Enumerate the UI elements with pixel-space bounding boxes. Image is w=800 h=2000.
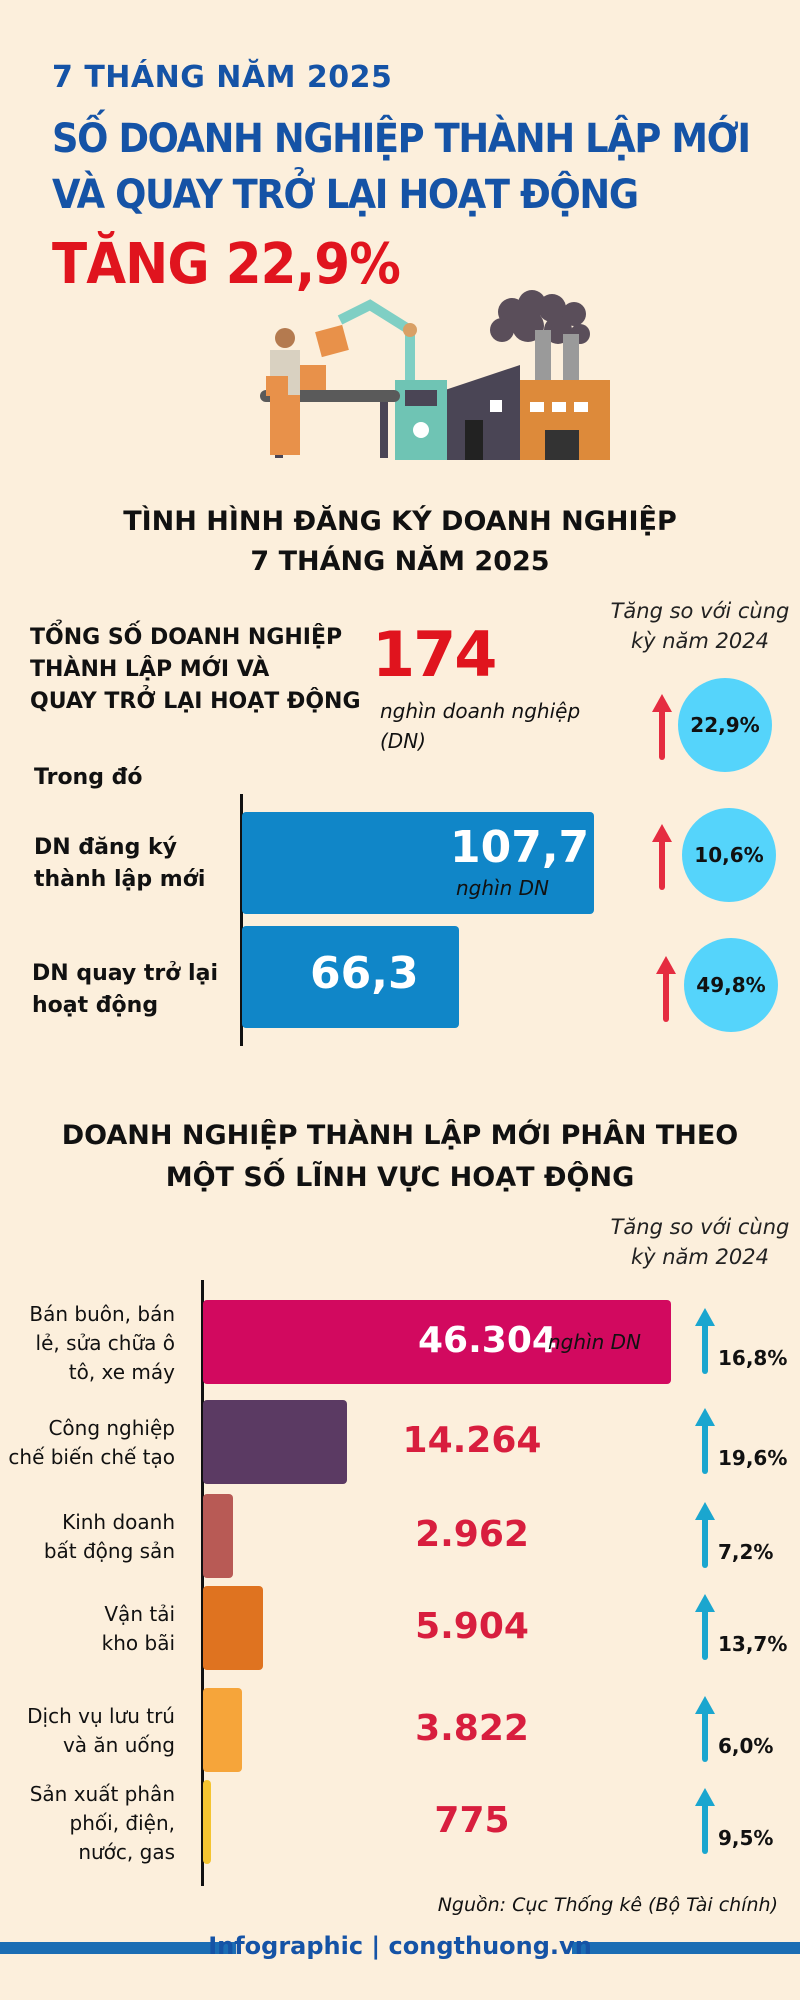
new-label-line2: thành lập mới [34, 867, 206, 892]
axis-line-2 [201, 1280, 204, 1886]
sector-label: Công nghiệp chế biến chế tạo [8, 1416, 175, 1469]
total-unit: nghìn doanh nghiệp (DN) [380, 696, 580, 756]
sector-value: 3.822 [415, 1708, 529, 1749]
sector-label: Vận tải kho bãi [101, 1602, 175, 1655]
total-label-line2: THÀNH LẬP MỚI VÀ [30, 657, 270, 682]
sector-value: 46.304 [418, 1320, 557, 1361]
total-label: TỔNG SỐ DOANH NGHIỆP THÀNH LẬP MỚI VÀ QU… [30, 622, 361, 718]
section2-title-line2: MỘT SỐ LĨNH VỰC HOẠT ĐỘNG [165, 1162, 635, 1193]
return-value: 66,3 [310, 948, 419, 999]
sector-growth: 13,7% [718, 1632, 788, 1656]
up-arrow-icon [695, 1502, 715, 1568]
return-label-line1: DN quay trở lại [32, 961, 218, 986]
bar-return [242, 926, 459, 1028]
sector-bar [203, 1688, 242, 1772]
sector-value: 14.264 [402, 1420, 542, 1461]
sector-growth: 16,8% [718, 1346, 788, 1370]
new-label-line1: DN đăng ký [34, 835, 177, 860]
up-arrow-icon [652, 824, 672, 890]
headline: TĂNG 22,9% [52, 232, 401, 297]
up-arrow-icon [695, 1308, 715, 1374]
section2-title-line1: DOANH NGHIỆP THÀNH LẬP MỚI PHÂN THEO [61, 1120, 739, 1151]
sector-value: 2.962 [415, 1514, 529, 1555]
bar-new [242, 812, 594, 914]
sector-bar [203, 1300, 671, 1384]
sector-growth: 6,0% [718, 1734, 774, 1758]
new-growth-badge: 10,6% [682, 808, 776, 902]
up-arrow-icon [656, 956, 676, 1022]
period-label: 7 THÁNG NĂM 2025 [52, 60, 393, 95]
title-line-1: SỐ DOANH NGHIỆP THÀNH LẬP MỚI [52, 116, 751, 162]
new-unit: nghìn DN [456, 876, 549, 900]
compare-note-1: Tăng so với cùng kỳ năm 2024 [600, 596, 800, 656]
sector-value: 5.904 [415, 1606, 529, 1647]
up-arrow-icon [652, 694, 672, 760]
footer-line-left [0, 1942, 236, 1954]
return-label: DN quay trở lại hoạt động [32, 958, 218, 1022]
footer-brand: Infographic | congthuong.vn [208, 1932, 592, 1960]
up-arrow-icon [695, 1408, 715, 1474]
sector-bar [203, 1400, 348, 1484]
axis-line-1 [240, 794, 243, 1046]
sector-value: 775 [434, 1800, 510, 1841]
total-unit-line2: (DN) [380, 729, 426, 753]
total-label-line1: TỔNG SỐ DOANH NGHIỆP [30, 625, 343, 650]
sector-unit: nghìn DN [548, 1330, 641, 1354]
compare-note2-line2: kỳ năm 2024 [630, 1245, 770, 1269]
sector-bar [203, 1780, 211, 1864]
new-label: DN đăng ký thành lập mới [34, 832, 205, 896]
compare-note2-line1: Tăng so với cùng [610, 1215, 790, 1239]
sector-growth: 7,2% [718, 1540, 774, 1564]
factory-illustration [260, 290, 610, 460]
of-which-label: Trong đó [34, 765, 143, 790]
sector-label: Dịch vụ lưu trú và ăn uống [27, 1704, 175, 1757]
sector-bar [203, 1494, 233, 1578]
new-value: 107,7 [450, 822, 590, 873]
sector-label: Kinh doanh bất động sản [43, 1510, 175, 1563]
total-value: 174 [372, 618, 497, 691]
total-unit-line1: nghìn doanh nghiệp [380, 699, 581, 723]
sector-label: Sản xuất phân phối, điện, nước, gas [29, 1781, 175, 1864]
sector-bar [203, 1586, 263, 1670]
compare-note-line2: kỳ năm 2024 [630, 629, 770, 653]
total-growth-badge: 22,9% [678, 678, 772, 772]
up-arrow-icon [695, 1788, 715, 1854]
sector-growth: 19,6% [718, 1446, 788, 1470]
return-growth-badge: 49,8% [684, 938, 778, 1032]
title-line-2: VÀ QUAY TRỞ LẠI HOẠT ĐỘNG [52, 172, 639, 218]
return-label-line2: hoạt động [32, 993, 159, 1018]
section1-title-line2: 7 THÁNG NĂM 2025 [250, 546, 550, 577]
section1-title-line1: TÌNH HÌNH ĐĂNG KÝ DOANH NGHIỆP [123, 506, 677, 537]
compare-note-2: Tăng so với cùng kỳ năm 2024 [600, 1212, 800, 1272]
up-arrow-icon [695, 1696, 715, 1762]
footer-line-right [572, 1942, 800, 1954]
total-label-line3: QUAY TRỞ LẠI HOẠT ĐỘNG [30, 689, 361, 714]
source-note: Nguồn: Cục Thống kê (Bộ Tài chính) [437, 1894, 778, 1916]
sector-growth: 9,5% [718, 1826, 774, 1850]
sector-label: Bán buôn, bán lẻ, sửa chữa ô tô, xe máy [29, 1301, 175, 1384]
up-arrow-icon [695, 1594, 715, 1660]
compare-note-line1: Tăng so với cùng [610, 599, 790, 623]
